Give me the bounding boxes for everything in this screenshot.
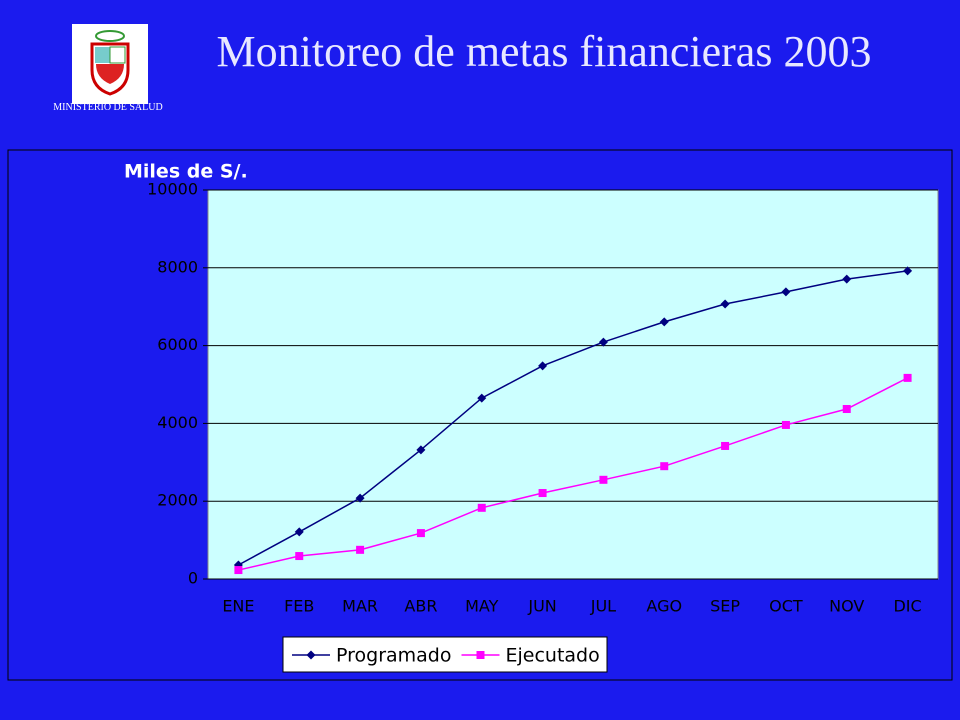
legend-box xyxy=(282,636,608,673)
data-point xyxy=(356,545,365,554)
x-tick-label: MAY xyxy=(465,597,499,616)
legend-label: Programado xyxy=(336,645,452,667)
x-tick-label: ENE xyxy=(222,597,254,616)
shield-part xyxy=(109,46,126,64)
x-tick-label: AGO xyxy=(646,597,682,616)
data-point xyxy=(781,287,791,297)
y-tick-label: 2000 xyxy=(157,491,198,510)
shield-part xyxy=(95,47,110,63)
wreath xyxy=(95,30,125,42)
data-point xyxy=(416,529,425,538)
y-tick-label: 4000 xyxy=(157,413,198,432)
x-tick-label: OCT xyxy=(769,597,803,616)
data-point xyxy=(234,566,243,575)
x-tick-label: NOV xyxy=(829,597,864,616)
data-point xyxy=(355,493,365,503)
data-point xyxy=(660,462,669,471)
y-tick-label: 8000 xyxy=(157,257,198,276)
data-point xyxy=(721,441,730,450)
data-point xyxy=(294,527,304,537)
y-tick-label: 0 xyxy=(188,569,198,588)
logo-caption: MINISTERIO DE SALUD xyxy=(53,102,162,113)
data-point xyxy=(538,361,548,371)
y-tick-label: 6000 xyxy=(157,335,198,354)
x-tick-label: JUN xyxy=(527,597,556,616)
x-tick-label: DIC xyxy=(893,597,921,616)
legend xyxy=(282,636,608,673)
data-point xyxy=(842,405,851,414)
data-point xyxy=(416,445,426,455)
data-point xyxy=(903,266,913,276)
logo xyxy=(72,24,148,104)
data-point xyxy=(842,274,852,284)
series-line xyxy=(238,377,908,571)
series-line xyxy=(238,270,908,566)
x-tick-label: ABR xyxy=(404,597,437,616)
plot-area xyxy=(207,189,939,580)
slide-title: Monitoreo de metas financieras 2003 xyxy=(217,27,872,76)
legend-label: Ejecutado xyxy=(506,645,600,667)
data-point xyxy=(295,552,304,561)
data-point xyxy=(903,373,912,382)
data-point xyxy=(477,393,487,403)
data-point xyxy=(659,317,669,327)
data-point xyxy=(720,299,730,309)
x-tick-label: SEP xyxy=(710,597,740,616)
x-tick-label: MAR xyxy=(342,597,378,616)
legend-marker xyxy=(476,651,485,659)
y-tick-label: 10000 xyxy=(147,180,198,199)
data-point xyxy=(598,337,608,347)
y-axis-label: Miles de S/. xyxy=(124,161,248,183)
shield-part xyxy=(96,64,124,84)
data-point xyxy=(477,503,486,512)
data-point xyxy=(781,420,790,429)
legend-marker xyxy=(306,650,316,660)
data-point xyxy=(538,489,547,498)
x-tick-label: FEB xyxy=(284,597,314,616)
x-tick-label: JUL xyxy=(590,597,616,616)
data-point xyxy=(599,475,608,484)
